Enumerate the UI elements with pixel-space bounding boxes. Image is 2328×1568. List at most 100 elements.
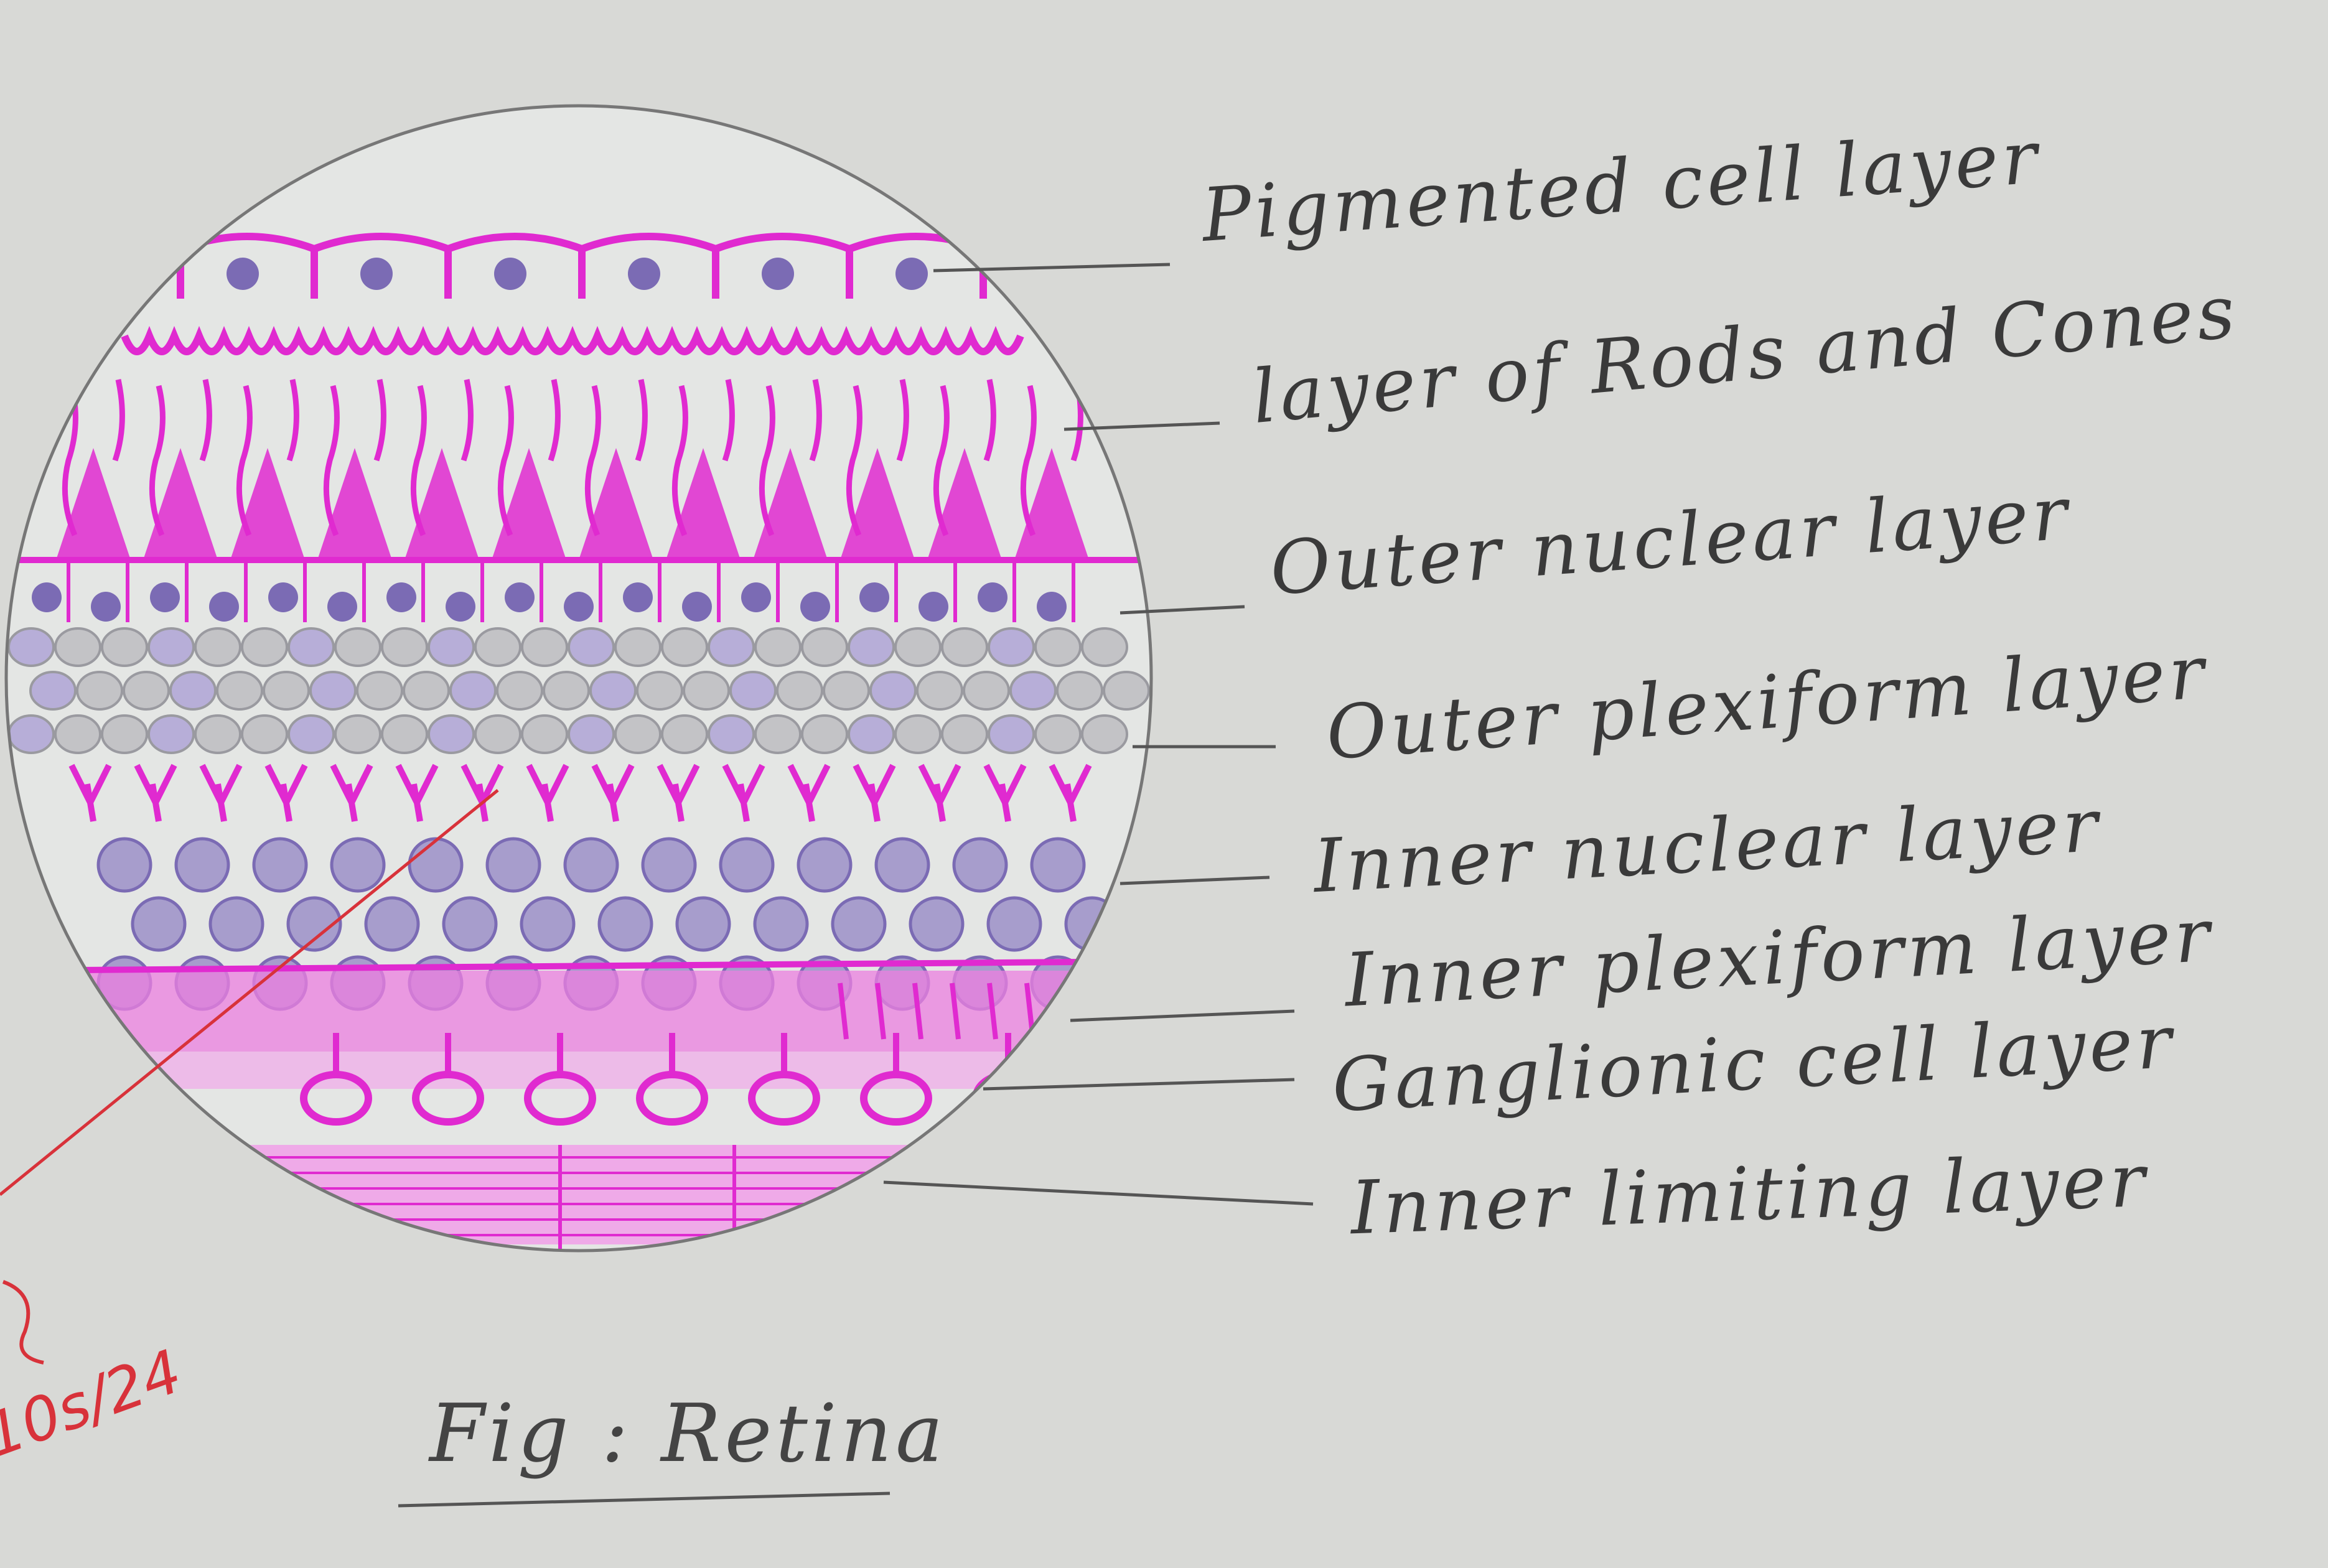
bipolar-branch: [68, 763, 112, 822]
inner-nuclear-cell: [641, 837, 697, 893]
pigment-nucleus: [895, 258, 928, 290]
bipolar-branch: [526, 763, 569, 822]
outer-nucleus: [800, 592, 830, 622]
rod: [722, 379, 735, 462]
plexiform-circle: [263, 671, 310, 711]
inner-nuclear-cell: [96, 837, 152, 893]
inner-plexiform-band: [6, 971, 1151, 1052]
inner-limiting-band: [6, 1145, 1151, 1251]
plexiform-circle: [381, 714, 428, 754]
plexiform-circle: [241, 714, 288, 754]
plexiform-circle: [147, 714, 195, 754]
plexiform-circle: [941, 714, 988, 754]
plexiform-circle: [287, 627, 335, 667]
plexiform-circle: [241, 627, 288, 667]
leader-lines: [883, 263, 1314, 1206]
plexiform-circle: [474, 714, 521, 754]
rod: [548, 379, 561, 462]
rod: [112, 379, 125, 462]
outer-nucleus: [623, 582, 653, 612]
rod: [846, 385, 862, 536]
outer-nucleus: [386, 582, 416, 612]
outer-nucleus: [446, 592, 475, 622]
plexiform-circle: [1081, 714, 1128, 754]
outer-nucleus: [1037, 592, 1067, 622]
inner-nuclear-cell: [252, 837, 308, 893]
plexiform-circle: [754, 714, 802, 754]
plexiform-circle: [287, 714, 335, 754]
outer-nucleus: [682, 592, 712, 622]
outer-nucleus: [327, 592, 357, 622]
plexiform-circle: [521, 714, 568, 754]
plexiform-circle: [76, 671, 123, 711]
plexiform-circle: [194, 627, 241, 667]
plexiform-circle: [661, 714, 708, 754]
plexiform-circle: [194, 714, 241, 754]
inner-nuclear-cell: [909, 896, 965, 952]
pigment-cell: [712, 233, 853, 299]
plexiform-stroke: [1062, 982, 1073, 1040]
rod: [199, 379, 212, 462]
plexiform-top-edge: [6, 958, 1151, 974]
bipolar-branch: [264, 763, 308, 822]
bipolar-branch: [787, 763, 831, 822]
plexiform-circle: [683, 671, 730, 711]
plexiform-circle: [988, 714, 1035, 754]
plexiform-stroke: [912, 982, 923, 1040]
plexiform-circle: [894, 627, 942, 667]
plexiform-circle: [568, 714, 615, 754]
outer-nucleus: [91, 592, 121, 622]
plexiform-circle: [754, 627, 802, 667]
pigment-cell: [311, 233, 452, 299]
outer-nucleus: [859, 582, 889, 612]
outer-nucleus: [919, 592, 948, 622]
outer-nucleus: [741, 582, 771, 612]
inner-nuclear-cell: [753, 896, 809, 952]
leader-line: [1120, 605, 1245, 615]
inner-nuclear-cell: [986, 896, 1042, 952]
inner-nuclear-cell: [442, 896, 498, 952]
plexiform-circle: [801, 627, 848, 667]
bipolar-branch: [1049, 763, 1092, 822]
plexiform-circle: [54, 627, 101, 667]
plexiform-circle: [7, 714, 55, 754]
inner-nuclear-cell: [330, 837, 386, 893]
microvilli-wave: [121, 325, 1024, 355]
rod: [286, 379, 299, 462]
plexiform-circle: [428, 714, 475, 754]
plexiform-circle: [708, 714, 755, 754]
bipolar-branch: [134, 763, 177, 822]
plexiform-circle: [894, 714, 942, 754]
plexiform-circle: [801, 714, 848, 754]
plexiform-circle: [309, 671, 357, 711]
rod: [236, 385, 253, 536]
inner-nuclear-cell: [831, 896, 887, 952]
plexiform-stroke: [950, 982, 961, 1040]
plexiform-circle: [568, 627, 615, 667]
rod: [410, 385, 427, 536]
plexiform-circle: [988, 627, 1035, 667]
pigment-nucleus: [227, 258, 259, 290]
inner-plexiform-lines: [6, 958, 1151, 1040]
rod: [809, 379, 822, 462]
plexiform-circle: [474, 627, 521, 667]
plexiform-circle: [123, 671, 170, 711]
bipolar-branch: [722, 763, 765, 822]
plexiform-circle: [1056, 671, 1103, 711]
plexiform-circle: [216, 671, 263, 711]
plexiform-circle: [521, 627, 568, 667]
rod: [635, 379, 648, 462]
pigment-nucleus: [360, 258, 393, 290]
plexiform-circle: [101, 714, 148, 754]
plexiform-circle: [381, 627, 428, 667]
outer-nucleus: [150, 582, 180, 612]
bipolar-branch: [199, 763, 243, 822]
rod: [497, 385, 514, 536]
figure-caption: Fig : Retina: [429, 1388, 947, 1480]
outer-nucleus: [209, 592, 239, 622]
plexiform-circle: [776, 671, 823, 711]
ganglion-cell: [1084, 1071, 1151, 1126]
rods-cones-group: [6, 379, 1151, 563]
